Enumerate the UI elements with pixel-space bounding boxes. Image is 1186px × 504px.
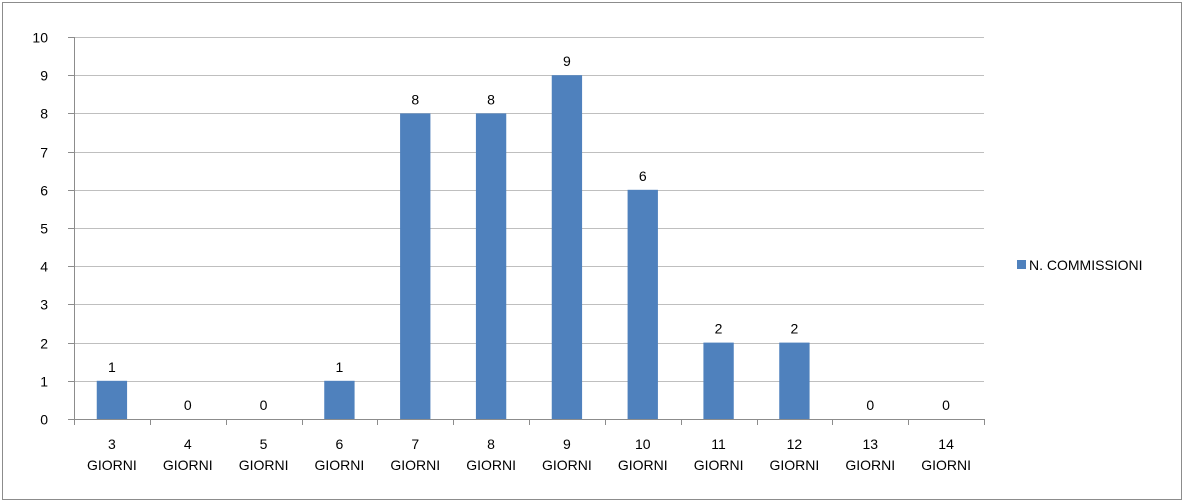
y-tick-label-8: 8 [40, 106, 48, 122]
y-tick-label-2: 2 [40, 336, 48, 352]
x-tick-label-10-number: 10 [635, 436, 651, 452]
x-tick-label-11-number: 11 [711, 436, 726, 452]
bar-3 [96, 380, 128, 419]
x-tick-label-8-unit: GIORNI [466, 457, 516, 473]
y-axis-ticks: 0 1 2 3 4 5 6 7 8 9 10 [32, 30, 74, 428]
x-tick-label-14-number: 14 [938, 436, 954, 452]
y-tick-label-1: 1 [40, 374, 48, 390]
y-tick-label-0: 0 [40, 412, 48, 428]
data-labels: 1 0 0 1 8 8 9 6 2 2 0 0 [108, 53, 950, 413]
data-label-7: 8 [411, 91, 419, 107]
y-tick-label-9: 9 [40, 68, 48, 84]
x-tick-label-13-number: 13 [862, 436, 878, 452]
x-tick-label-5-number: 5 [260, 436, 268, 452]
x-tick-label-6-unit: GIORNI [315, 457, 365, 473]
data-label-11: 2 [715, 321, 723, 337]
data-label-4: 0 [184, 397, 192, 413]
x-tick-label-12-unit: GIORNI [770, 457, 820, 473]
grid-lines [74, 37, 984, 425]
data-label-5: 0 [260, 397, 268, 413]
data-label-8: 8 [487, 91, 495, 107]
x-tick-label-3-number: 3 [108, 436, 116, 452]
x-axis-ticks: 3 GIORNI 4 GIORNI 5 GIORNI 6 GIORNI 7 GIORNI 8 GIOR… [87, 419, 985, 473]
y-tick-label-3: 3 [40, 297, 48, 313]
data-label-10: 6 [639, 168, 647, 184]
data-label-14: 0 [942, 397, 950, 413]
y-tick-label-7: 7 [40, 145, 48, 161]
bar-10 [627, 189, 658, 419]
x-tick-label-6-number: 6 [336, 436, 344, 452]
x-tick-label-14-unit: GIORNI [921, 457, 971, 473]
x-tick-label-10-unit: GIORNI [618, 457, 668, 473]
bar-6 [324, 380, 355, 419]
data-label-12: 2 [791, 321, 799, 337]
data-label-9: 9 [563, 53, 571, 69]
y-tick-label-4: 4 [40, 259, 48, 275]
bar-9 [551, 75, 583, 419]
bars [96, 75, 810, 420]
y-tick-label-6: 6 [40, 183, 48, 199]
x-tick-label-4-number: 4 [184, 436, 192, 452]
x-tick-label-3-unit: GIORNI [87, 457, 137, 473]
legend-label: N. COMMISSIONI [1029, 257, 1143, 273]
x-tick-label-9-number: 9 [563, 436, 571, 452]
x-tick-label-13-unit: GIORNI [845, 457, 895, 473]
data-label-3: 1 [108, 359, 116, 375]
x-tick-label-11-unit: GIORNI [694, 457, 744, 473]
bar-12 [779, 342, 810, 419]
x-tick-label-5-unit: GIORNI [239, 457, 289, 473]
legend-swatch [1017, 260, 1026, 269]
x-tick-label-7-unit: GIORNI [390, 457, 440, 473]
data-label-6: 1 [336, 359, 344, 375]
bar-8 [475, 113, 507, 420]
x-tick-label-8-number: 8 [487, 436, 495, 452]
bar-11 [703, 342, 734, 419]
bar-7 [400, 113, 431, 420]
legend: N. COMMISSIONI [1017, 257, 1143, 273]
y-tick-label-5: 5 [40, 221, 48, 237]
y-tick-label-10: 10 [32, 30, 48, 46]
data-label-13: 0 [866, 397, 874, 413]
x-tick-label-12-number: 12 [787, 436, 803, 452]
x-tick-label-7-number: 7 [411, 436, 419, 452]
x-tick-label-4-unit: GIORNI [163, 457, 213, 473]
x-tick-label-9-unit: GIORNI [542, 457, 592, 473]
